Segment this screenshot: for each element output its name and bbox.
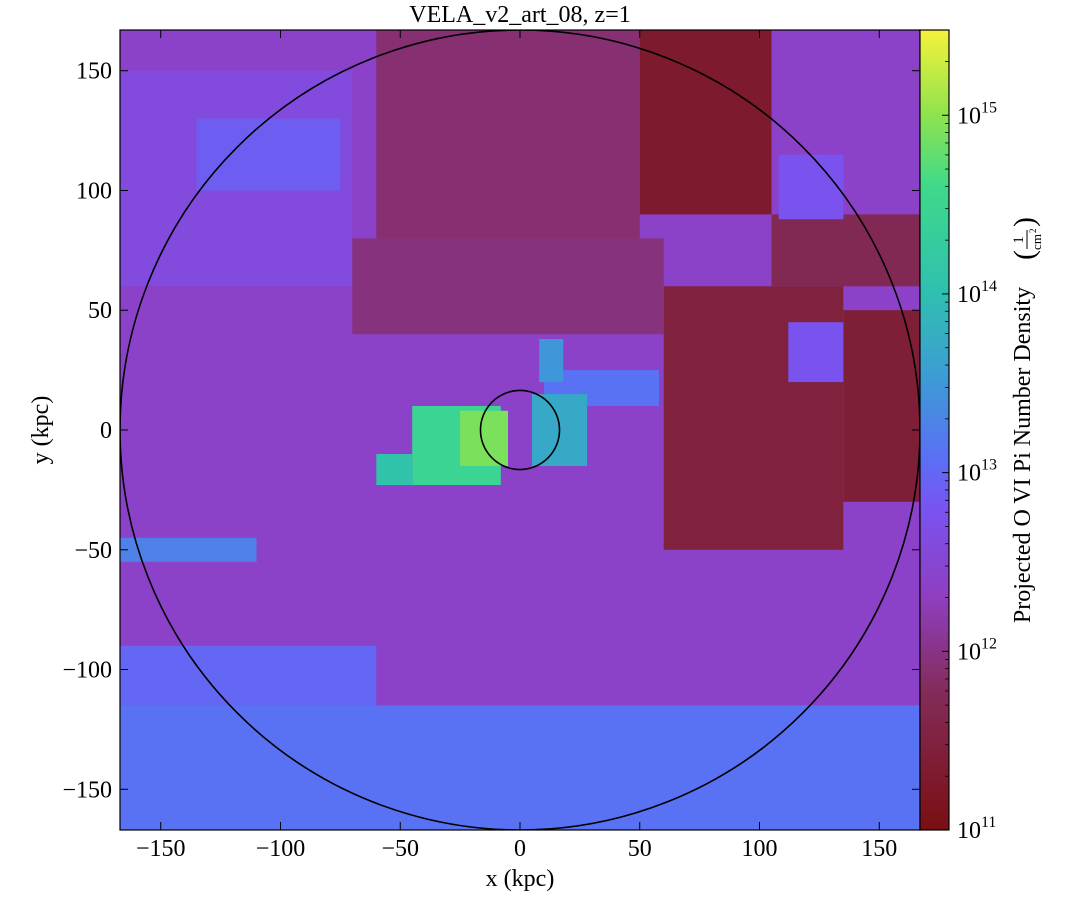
y-tick-label: −150 xyxy=(62,777,112,803)
heatmap-region-cgm-spike xyxy=(539,339,564,383)
x-axis: −150 −100 −50 0 50 100 150 xyxy=(136,30,897,862)
colorbar-gradient xyxy=(919,29,950,831)
colorbar-tick-label: 1012 xyxy=(957,635,997,665)
x-tick-label: 0 xyxy=(514,836,526,862)
heatmap-region-cgm-left-ext xyxy=(376,454,413,486)
heatmap-region-upper-right-blue xyxy=(778,154,844,220)
colorbar-tick-label: 1014 xyxy=(957,278,997,308)
heatmap-region-galaxy-hotspot xyxy=(460,410,508,466)
colorbar-units-close-paren: ) xyxy=(1008,217,1041,227)
heatmap-region-upper-right-strip xyxy=(771,214,920,287)
y-tick-label: 100 xyxy=(76,178,112,204)
colorbar-tick-label: 1013 xyxy=(957,457,997,487)
colorbar-tick-label: 1011 xyxy=(957,814,996,844)
x-tick-label: 100 xyxy=(742,836,778,862)
x-tick-label: 50 xyxy=(628,836,652,862)
colorbar: 1011 1012 1013 1014 1015 Projected O VI Pi N… xyxy=(919,29,1044,844)
x-tick-label: 150 xyxy=(861,836,897,862)
colorbar-label: Projected O VI Pi Number Density xyxy=(1010,287,1036,623)
heatmap-region-right-blob xyxy=(788,322,844,383)
heatmap-region-bottom-band xyxy=(120,705,920,830)
y-tick-label: −100 xyxy=(62,658,112,684)
heatmap-region-bottom-left xyxy=(120,645,377,706)
heatmap-region-top-right xyxy=(639,30,772,215)
y-axis: −150 −100 −50 0 50 100 150 xyxy=(62,59,920,803)
colorbar-units-den-exp: 2 xyxy=(1028,229,1038,234)
heatmap-region-far-right-dark xyxy=(843,310,920,502)
colorbar-units-numerator: 1 xyxy=(1011,236,1027,244)
inner-radius-circle xyxy=(479,389,561,471)
y-tick-label: −50 xyxy=(74,538,112,564)
x-tick-label: −50 xyxy=(381,836,419,862)
chart-title: VELA_v2_art_08, z=1 xyxy=(409,2,630,28)
heatmap-area xyxy=(120,30,920,830)
y-tick-label: 150 xyxy=(76,59,112,85)
x-tick-label: −150 xyxy=(136,836,186,862)
y-tick-label: 50 xyxy=(88,298,112,324)
colorbar-units-open-paren: ( xyxy=(1008,250,1041,260)
y-axis-label: y (kpc) xyxy=(28,396,54,465)
colorbar-units-denominator: cm xyxy=(1029,234,1044,250)
x-tick-label: −100 xyxy=(256,836,306,862)
heatmap-region-left-blue-strip xyxy=(120,537,257,562)
heatmap-region-center-ridge xyxy=(352,238,664,335)
colorbar-tick-label: 1015 xyxy=(957,99,997,129)
colorbar-ticks: 1011 1012 1013 1014 1015 xyxy=(942,29,997,844)
heatmap-region-upper-left-blue xyxy=(196,118,341,191)
x-axis-label: x (kpc) xyxy=(486,866,555,892)
colorbar-label-group: Projected O VI Pi Number Density ( 1 cm … xyxy=(1008,217,1044,623)
y-tick-label: 0 xyxy=(100,418,112,444)
